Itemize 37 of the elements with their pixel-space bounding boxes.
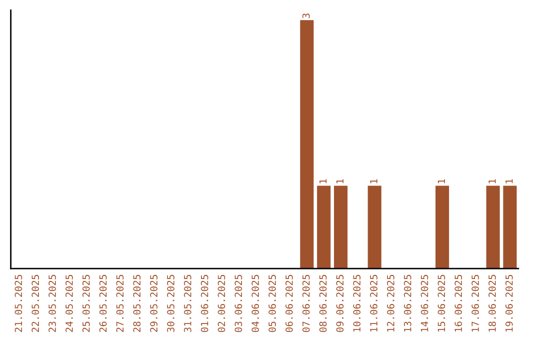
data-label: 1: [319, 179, 327, 184]
data-label: 1: [438, 179, 445, 184]
x-tick-label: 06.06.2025: [285, 274, 293, 332]
x-tick-label: 24.05.2025: [66, 274, 73, 332]
x-tick-label: 30.05.2025: [167, 274, 174, 332]
x-tick-label: 31.05.2025: [184, 274, 192, 332]
x-tick-label: 28.05.2025: [133, 274, 141, 332]
x-tick-label: 01.06.2025: [200, 274, 208, 332]
x-tick-label: 23.05.2025: [48, 274, 56, 332]
x-tick-label: 18.06.2025: [488, 274, 496, 332]
x-tick-label: 25.05.2025: [82, 274, 90, 332]
x-tick-label: 02.06.2025: [218, 274, 226, 332]
x-tick-label: 07.06.2025: [302, 274, 310, 332]
x-tick-label: 10.06.2025: [353, 274, 361, 332]
x-tick-label: 29.05.2025: [150, 274, 158, 332]
x-tick-label: 26.05.2025: [99, 274, 107, 332]
x-tick-label: 14.06.2025: [420, 274, 428, 332]
data-label: 3: [302, 14, 310, 18]
x-tick-label: 05.06.2025: [268, 274, 276, 332]
x-tick-label: 27.05.2025: [116, 274, 124, 332]
data-label: 1: [506, 179, 513, 184]
x-tick-label: 03.06.2025: [234, 274, 242, 332]
x-tick-label: 11.06.2025: [370, 274, 378, 332]
x-tick-label: 16.06.2025: [454, 274, 462, 332]
x-tick-label: 04.06.2025: [252, 274, 259, 332]
data-label: 1: [488, 179, 496, 184]
x-tick-label: 13.06.2025: [404, 274, 412, 332]
x-tick-label: 15.06.2025: [438, 274, 446, 332]
x-tick-label: 09.06.2025: [336, 274, 344, 332]
data-label: 1: [370, 179, 378, 184]
x-tick-label: 17.06.2025: [472, 274, 479, 332]
x-tick-label: 08.06.2025: [319, 274, 327, 332]
x-tick-label: 21.05.2025: [14, 274, 22, 332]
x-tick-label: 19.06.2025: [505, 274, 513, 332]
x-tick-label: 22.05.2025: [32, 274, 40, 332]
x-tick-label: 12.06.2025: [386, 274, 394, 332]
data-label: 1: [336, 179, 344, 184]
